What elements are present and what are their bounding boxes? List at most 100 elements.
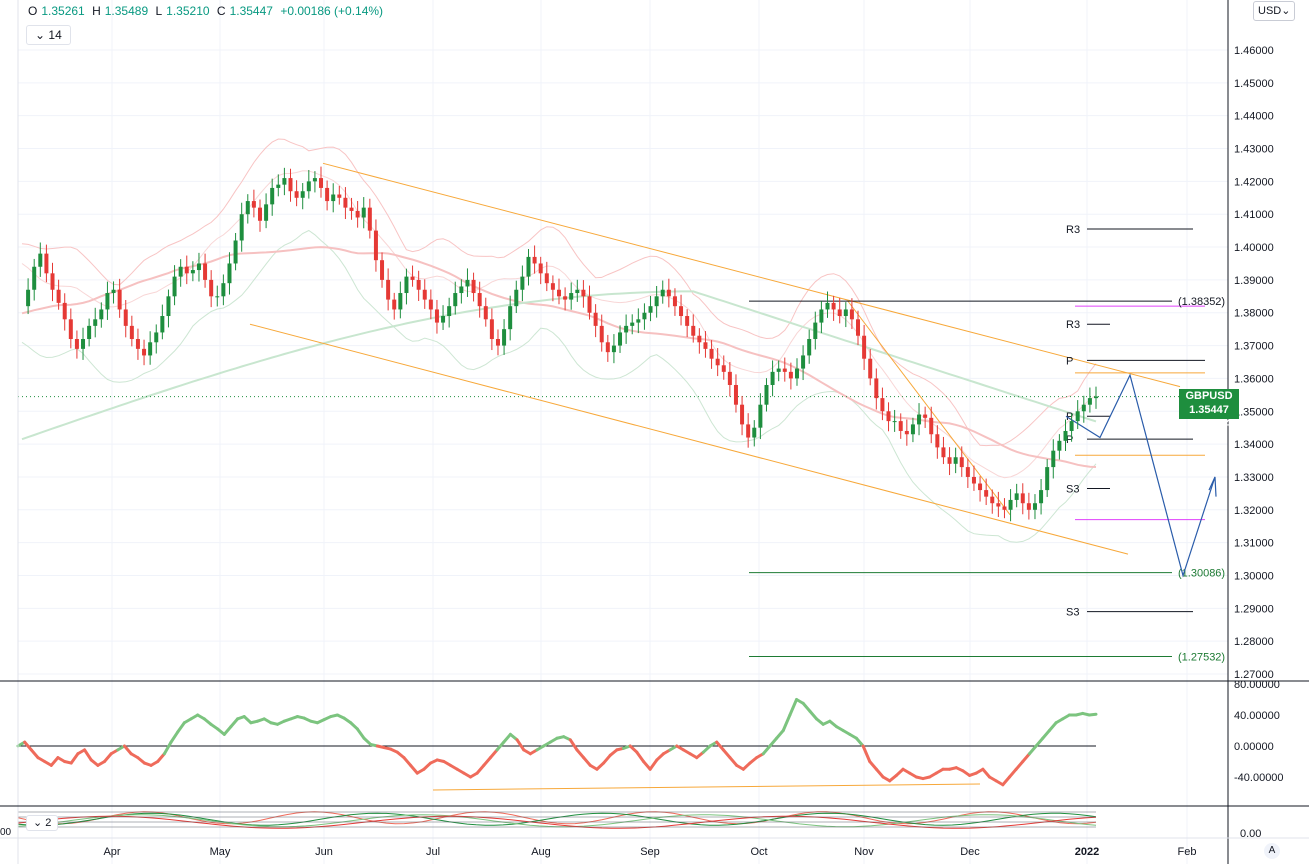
lower-band bbox=[21, 229, 1097, 543]
x-tick-label: Aug bbox=[531, 846, 551, 858]
candle-body bbox=[245, 201, 250, 215]
oscillator-segment bbox=[103, 752, 113, 763]
oscillator-trendline bbox=[432, 783, 981, 791]
candle-body bbox=[50, 273, 55, 290]
candle-body bbox=[782, 368, 787, 372]
candle-body bbox=[685, 316, 690, 326]
candle-body bbox=[44, 253, 49, 274]
projection-arrowhead bbox=[1208, 476, 1217, 497]
x-tick-label: 2022 bbox=[1075, 846, 1099, 858]
candle-body bbox=[319, 178, 324, 188]
oscillator-segment bbox=[515, 738, 526, 752]
oscillator-segment bbox=[874, 767, 885, 779]
candle-body bbox=[532, 256, 537, 264]
candle-body bbox=[575, 289, 580, 294]
candle-body bbox=[947, 457, 952, 464]
candle-body bbox=[38, 253, 43, 267]
candle-body bbox=[392, 299, 397, 310]
upper-band bbox=[21, 138, 1097, 447]
currency-button[interactable]: USD⌄ bbox=[1253, 1, 1296, 21]
candle-body bbox=[965, 467, 970, 477]
pivot-label: (1.30086) bbox=[1178, 568, 1225, 580]
auto-scale-button[interactable]: A bbox=[1264, 843, 1280, 859]
oscillator-segment bbox=[1007, 767, 1018, 779]
oscillator-segment bbox=[868, 760, 878, 771]
y-tick-label: 1.46000 bbox=[1234, 45, 1274, 57]
candle-body bbox=[843, 309, 848, 317]
y-tick-label: 1.37000 bbox=[1234, 341, 1274, 353]
channel-upper-line bbox=[322, 162, 1181, 388]
x-tick-label: Nov bbox=[854, 846, 874, 858]
candle-body bbox=[367, 207, 372, 231]
candle-body bbox=[1087, 398, 1092, 405]
pivot-label: (1.38352) bbox=[1178, 296, 1225, 308]
candle-body bbox=[1032, 503, 1037, 510]
candle-body bbox=[56, 289, 61, 303]
oscillator-segment bbox=[801, 701, 812, 713]
candle-body bbox=[587, 296, 592, 313]
candle-body bbox=[874, 378, 879, 399]
oscillator-segment bbox=[1047, 721, 1058, 732]
oscillator-y-tick-label: -40.00000 bbox=[1234, 772, 1284, 784]
candle-body bbox=[282, 178, 287, 185]
candle-body bbox=[172, 276, 177, 297]
candle-body bbox=[434, 309, 439, 323]
candle-body bbox=[471, 279, 476, 294]
last-price-symbol: GBPUSD bbox=[1179, 389, 1239, 403]
oscillator-segment bbox=[721, 748, 732, 760]
period-value: 14 bbox=[48, 28, 62, 42]
candle-body bbox=[666, 289, 671, 297]
candle-body bbox=[1014, 493, 1019, 500]
oscillator-segment bbox=[595, 761, 606, 771]
candle-body bbox=[154, 332, 159, 343]
candle-body bbox=[422, 289, 427, 300]
candle-body bbox=[715, 358, 720, 366]
low-value: 1.35210 bbox=[166, 4, 210, 18]
candle-body bbox=[26, 289, 31, 307]
oscillator-segment bbox=[49, 756, 60, 767]
candle-body bbox=[630, 322, 635, 326]
candle-body bbox=[361, 207, 366, 218]
candle-body bbox=[904, 430, 909, 435]
candle-body bbox=[971, 476, 976, 484]
candle-body bbox=[380, 260, 385, 280]
oscillator-segment bbox=[362, 736, 373, 746]
candle-body bbox=[764, 384, 769, 405]
candle-body bbox=[794, 368, 799, 379]
candle-body bbox=[264, 204, 269, 221]
candle-body bbox=[642, 312, 647, 320]
oscillator-segment bbox=[69, 752, 80, 765]
sub-oscillator-line bbox=[17, 815, 1097, 829]
candle-body bbox=[679, 306, 684, 317]
candle-body bbox=[758, 404, 763, 428]
candle-body bbox=[416, 279, 421, 290]
collapse-sub-legend-button[interactable]: ⌄ 2 bbox=[26, 815, 59, 831]
grid bbox=[18, 0, 1228, 864]
oscillator-segment bbox=[1021, 752, 1031, 763]
candle-body bbox=[618, 332, 623, 346]
candle-body bbox=[703, 342, 708, 349]
oscillator-segment bbox=[775, 729, 785, 740]
candle-body bbox=[312, 178, 317, 182]
candle-body bbox=[1020, 493, 1025, 504]
candle-body bbox=[1051, 450, 1056, 468]
pivot-label: P bbox=[1066, 434, 1073, 446]
candle-body bbox=[135, 339, 140, 349]
candle-body bbox=[355, 210, 360, 218]
candle-body bbox=[959, 457, 964, 468]
collapse-legend-button[interactable]: ⌄ 14 bbox=[26, 25, 71, 45]
high-label: H bbox=[92, 4, 101, 18]
candle-body bbox=[81, 339, 86, 349]
candle-body bbox=[428, 299, 433, 310]
sub-period-value: 2 bbox=[45, 817, 52, 829]
oscillator-segment bbox=[642, 760, 652, 771]
oscillator-segment bbox=[582, 756, 592, 767]
candle-body bbox=[770, 371, 775, 385]
candle-body bbox=[557, 289, 561, 297]
left-clipped-label: 00 bbox=[0, 827, 12, 838]
x-tick-label: Oct bbox=[750, 846, 767, 858]
x-tick-label: Dec bbox=[960, 846, 980, 858]
candle-body bbox=[776, 368, 781, 372]
